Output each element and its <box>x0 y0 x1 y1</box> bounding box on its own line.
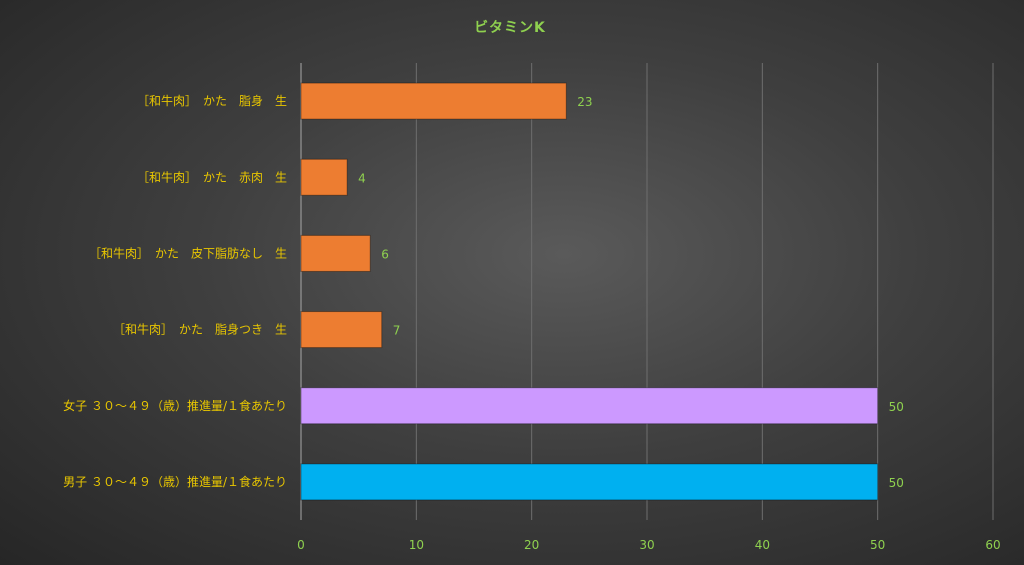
data-label: 7 <box>393 324 401 338</box>
x-tick-label: 20 <box>524 538 539 552</box>
data-label: 4 <box>358 171 366 185</box>
bar <box>300 158 348 196</box>
x-tick-label: 50 <box>870 538 885 552</box>
category-label: ［和牛肉］ かた 赤肉 生 <box>137 169 287 184</box>
bar <box>300 234 371 272</box>
data-label: 50 <box>889 400 904 414</box>
category-label: ［和牛肉］ かた 皮下脂肪なし 生 <box>89 245 287 260</box>
x-tick-label: 30 <box>639 538 654 552</box>
category-label: ［和牛肉］ かた 脂身つき 生 <box>113 322 287 337</box>
category-label: ［和牛肉］ かた 脂身 生 <box>137 93 287 108</box>
bars <box>300 82 879 501</box>
x-tick-label: 40 <box>755 538 770 552</box>
x-tick-label: 0 <box>297 538 305 552</box>
bar <box>300 82 567 120</box>
data-label: 23 <box>577 95 592 109</box>
chart-title: ビタミンK <box>474 20 546 36</box>
category-label: 男子 ３０～４９（歳）推進量/１食あたり <box>63 474 287 489</box>
bar <box>300 463 879 501</box>
category-label: 女子 ３０～４９（歳）推進量/１食あたり <box>63 398 287 413</box>
x-tick-label: 10 <box>409 538 424 552</box>
data-label: 50 <box>889 476 904 490</box>
bar <box>300 387 879 425</box>
labels: 0 10 20 30 40 50 60 ［和牛肉］ かた 脂身 生 23 ［和牛肉］ かた 赤肉 … <box>63 93 1001 552</box>
data-label: 6 <box>381 247 389 261</box>
x-tick-label: 60 <box>985 538 1000 552</box>
bar <box>300 311 383 349</box>
gridlines <box>300 63 994 520</box>
